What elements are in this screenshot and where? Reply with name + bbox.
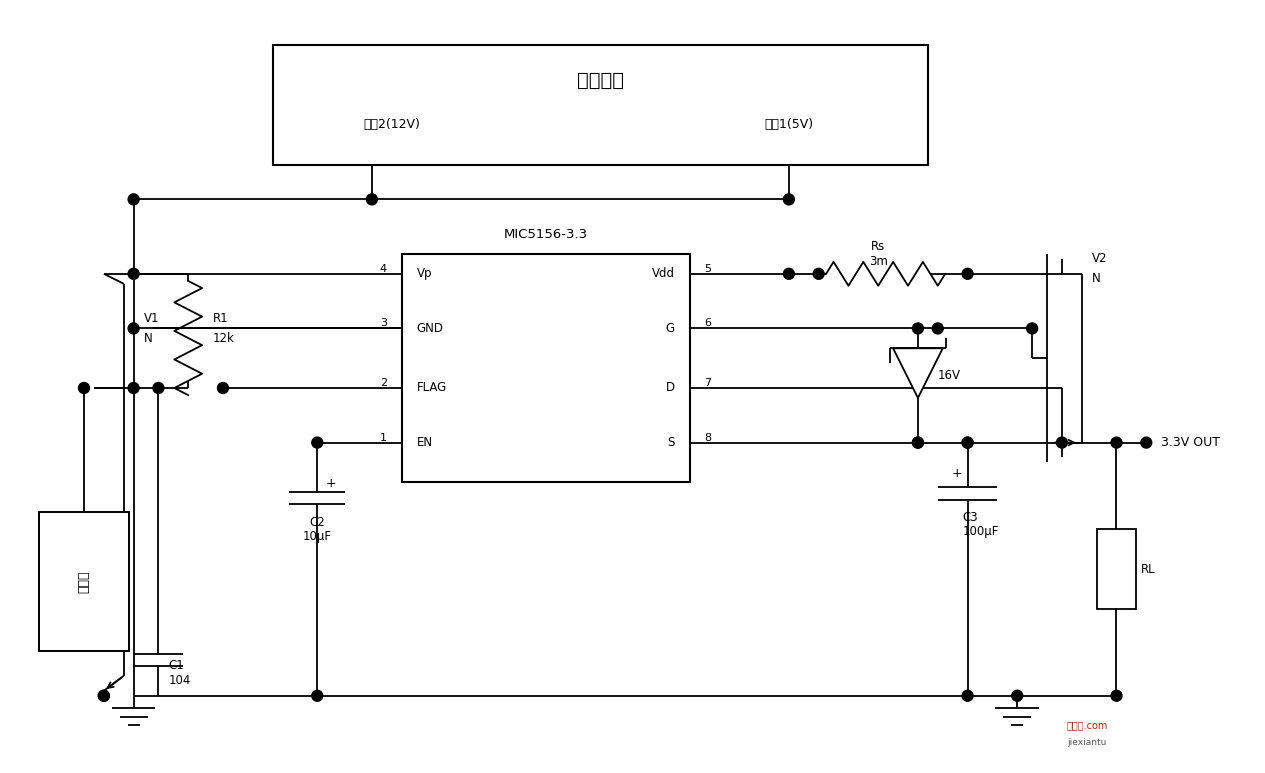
Text: N: N [1092,272,1101,285]
Text: 输出2(12V): 输出2(12V) [363,118,420,131]
Circle shape [99,690,109,701]
Text: Rs: Rs [872,240,885,253]
Text: 1: 1 [380,433,387,443]
Circle shape [963,690,973,701]
Circle shape [783,268,794,279]
Text: 4: 4 [380,264,387,274]
Text: 5: 5 [705,264,711,274]
Circle shape [1056,438,1068,448]
Text: 10μF: 10μF [302,530,331,543]
Text: 控制器: 控制器 [77,570,91,593]
Circle shape [1111,690,1122,701]
Bar [1097,530,1136,609]
Polygon shape [893,349,942,398]
Text: D: D [665,382,674,394]
Circle shape [912,438,923,448]
Text: 104: 104 [168,674,191,687]
Bar [402,254,689,482]
Text: 100μF: 100μF [963,526,999,539]
Circle shape [128,383,139,393]
Text: V2: V2 [1092,253,1107,265]
Text: EN: EN [416,436,433,449]
Text: 3.3V OUT: 3.3V OUT [1161,436,1221,449]
Text: V1: V1 [143,312,159,325]
Text: G: G [665,322,674,335]
Circle shape [218,383,229,393]
Text: C3: C3 [963,510,978,523]
Circle shape [1027,323,1037,334]
Circle shape [963,268,973,279]
Text: 开关电源: 开关电源 [577,70,624,90]
Text: 16V: 16V [937,369,961,382]
Circle shape [1012,690,1022,701]
Circle shape [153,383,164,393]
Bar [272,46,927,165]
Text: R1: R1 [213,312,229,325]
Circle shape [813,268,824,279]
Text: 3m: 3m [869,255,888,268]
Text: RL: RL [1141,563,1156,576]
Circle shape [78,383,90,393]
Text: GND: GND [416,322,444,335]
Circle shape [99,690,109,701]
Text: C2: C2 [310,516,325,529]
Bar [39,512,129,651]
Text: 2: 2 [380,378,387,388]
Circle shape [311,690,323,701]
Text: 6: 6 [705,318,711,329]
Text: +: + [953,468,963,480]
Text: 接线图.com: 接线图.com [1066,720,1107,730]
Text: 7: 7 [705,378,712,388]
Circle shape [367,194,377,205]
Text: 3: 3 [380,318,387,329]
Text: N: N [143,332,152,345]
Text: Vp: Vp [416,267,433,281]
Circle shape [1141,438,1151,448]
Text: S: S [668,436,674,449]
Circle shape [128,323,139,334]
Circle shape [1111,438,1122,448]
Circle shape [783,194,794,205]
Text: 8: 8 [705,433,712,443]
Text: Vdd: Vdd [651,267,674,281]
Circle shape [932,323,944,334]
Text: 12k: 12k [213,332,235,345]
Circle shape [912,323,923,334]
Text: MIC5156-3.3: MIC5156-3.3 [503,227,588,240]
Circle shape [912,438,923,448]
Text: +: + [325,477,335,490]
Text: FLAG: FLAG [416,382,447,394]
Text: jiexiantu: jiexiantu [1066,738,1107,747]
Circle shape [963,438,973,448]
Circle shape [128,194,139,205]
Circle shape [311,438,323,448]
Circle shape [963,438,973,448]
Text: 输出1(5V): 输出1(5V) [764,118,813,131]
Circle shape [128,268,139,279]
Text: C1: C1 [168,659,185,673]
